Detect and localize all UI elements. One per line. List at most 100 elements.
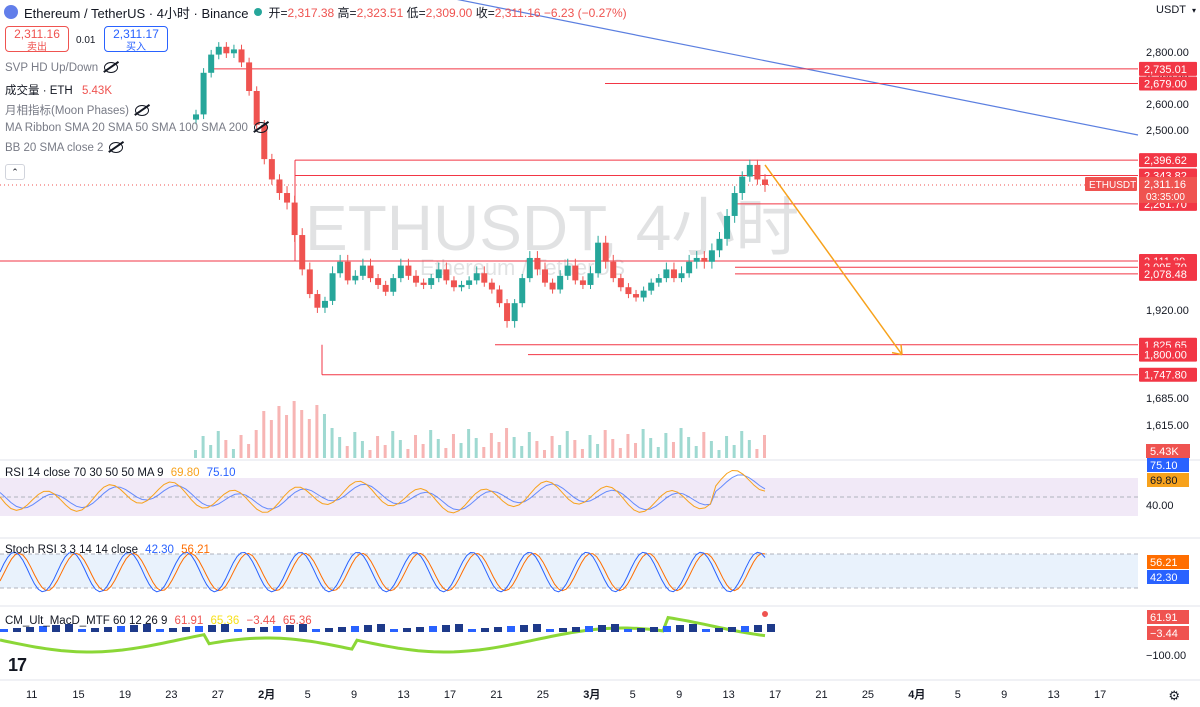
- rsi-pane-title[interactable]: RSI 14 close 70 30 50 50 MA 9 69.80 75.1…: [5, 467, 236, 479]
- macd-histogram-bar: [624, 629, 632, 632]
- macd-histogram-bar: [351, 626, 359, 632]
- candle-body: [337, 261, 344, 274]
- volume-bar: [649, 438, 653, 458]
- candle-body: [602, 242, 609, 262]
- candle-body: [321, 300, 328, 308]
- macd-histogram-bar: [377, 624, 385, 632]
- symbol-badge: [1085, 176, 1137, 191]
- low-label: 低=: [406, 5, 426, 20]
- indicator-volume[interactable]: 成交量 · ETH 5.43K: [5, 82, 112, 98]
- x-axis-tick: 11: [26, 689, 37, 701]
- settings-gear-icon[interactable]: ⚙: [1168, 688, 1180, 703]
- rsi-badge: [1147, 473, 1189, 487]
- macd-title: CM_Ult_MacD_MTF 60 12 26 9: [5, 615, 168, 627]
- volume-bar: [482, 447, 486, 458]
- level-badge-text: 2,735.01: [1144, 64, 1187, 76]
- indicator-bb[interactable]: BB 20 SMA close 2: [5, 142, 124, 154]
- indicator-moon-phases[interactable]: 月相指标(Moon Phases): [5, 102, 149, 118]
- volume-bar: [376, 436, 380, 458]
- volume-bar: [634, 443, 638, 458]
- currency-selector[interactable]: USDT: [1156, 4, 1186, 16]
- projection-arrowhead: [891, 344, 903, 356]
- buy-button[interactable]: 2,311.17 买入: [104, 26, 168, 53]
- candle-body: [413, 275, 420, 283]
- candle-body: [496, 289, 503, 304]
- eye-hidden-icon[interactable]: [253, 122, 268, 134]
- macd-histogram-bar: [52, 625, 60, 632]
- candle-body: [291, 202, 298, 236]
- open-label: 开=: [268, 5, 288, 20]
- symbol-title[interactable]: Ethereum / TetherUS · 4小时 · Binance: [24, 5, 249, 21]
- volume-bar: [444, 448, 448, 458]
- volume-bar: [497, 442, 501, 458]
- candle-body: [367, 265, 374, 279]
- candle-body: [534, 257, 541, 270]
- volume-bar: [247, 444, 251, 458]
- rsi-badge-text: 69.80: [1150, 475, 1178, 487]
- macd-histogram-bar: [338, 627, 346, 632]
- candle-body: [329, 273, 336, 301]
- macd-histogram-bar: [585, 626, 593, 632]
- rsi-axis-tick: 40.00: [1146, 500, 1174, 512]
- macd-badge-text: 61.91: [1150, 612, 1178, 624]
- rsi-title: RSI 14 close 70 30 50 50 MA 9: [5, 467, 164, 479]
- volume-badge: [1146, 444, 1190, 458]
- candle-body: [428, 278, 435, 285]
- candle-body: [708, 250, 715, 262]
- buy-label: 买入: [126, 42, 146, 53]
- price-tick: 1,615.00: [1146, 420, 1189, 432]
- eye-hidden-icon[interactable]: [134, 105, 149, 117]
- sell-button[interactable]: 2,311.16 卖出: [5, 26, 69, 53]
- countdown-text: 03:35:00: [1146, 192, 1185, 203]
- volume-bar: [611, 439, 615, 458]
- candle-body: [268, 159, 275, 180]
- macd-histogram-bar: [156, 629, 164, 632]
- volume-bar: [262, 411, 266, 458]
- change-value: −6.23 (−0.27%): [543, 5, 627, 20]
- x-axis-tick: 21: [490, 689, 502, 701]
- volume-bar: [565, 431, 569, 458]
- stoch-badge: [1147, 570, 1189, 584]
- volume-bar: [747, 440, 751, 458]
- x-axis-tick: 17: [444, 689, 456, 701]
- eye-hidden-icon[interactable]: [104, 62, 119, 74]
- volume-bar: [588, 435, 592, 458]
- macd-histogram-bar: [364, 625, 372, 632]
- volume-bar: [694, 446, 698, 458]
- x-axis-tick: 19: [119, 689, 131, 701]
- macd-histogram-bar: [234, 629, 242, 632]
- candle-body: [193, 114, 199, 120]
- candle-body: [200, 72, 207, 115]
- eye-hidden-icon[interactable]: [109, 142, 124, 154]
- x-axis-tick: 3月: [583, 688, 600, 701]
- candle-body: [359, 265, 366, 276]
- volume-badge-text: 5.43K: [1150, 446, 1179, 458]
- open-value: 2,317.38: [287, 5, 335, 20]
- volume-bar: [709, 441, 713, 458]
- macd-histogram-bar: [702, 629, 710, 632]
- stoch-pane-title[interactable]: Stoch RSI 3 3 14 14 close 42.30 56.21: [5, 544, 210, 556]
- macd-badge-text: −3.44: [1150, 628, 1178, 640]
- collapse-legend-button[interactable]: ⌃: [5, 164, 25, 180]
- x-axis-tick: 25: [862, 689, 874, 701]
- macd-histogram-bar: [299, 624, 307, 632]
- indicator-ma-ribbon[interactable]: MA Ribbon SMA 20 SMA 50 SMA 100 SMA 200: [5, 122, 268, 134]
- macd-histogram-bar: [728, 627, 736, 632]
- macd-histogram-bar: [65, 624, 73, 632]
- macd-value-2: 65.36: [210, 615, 240, 627]
- close-value: 2,311.16: [494, 5, 541, 20]
- trend-line: [457, 0, 1139, 136]
- candle-body: [519, 278, 526, 304]
- candle-body: [215, 46, 222, 55]
- candle-body: [686, 261, 693, 274]
- x-axis-tick: 5: [955, 689, 961, 701]
- chevron-down-icon[interactable]: ▾: [1191, 6, 1196, 15]
- close-label: 收=: [475, 5, 495, 20]
- indicator-svp[interactable]: SVP HD Up/Down: [5, 62, 119, 74]
- volume-bar: [451, 434, 455, 458]
- macd-pane-title[interactable]: CM_Ult_MacD_MTF 60 12 26 9 61.91 65.36 −…: [5, 615, 312, 627]
- tradingview-logo[interactable]: 17: [8, 655, 27, 675]
- volume-bar: [671, 442, 675, 458]
